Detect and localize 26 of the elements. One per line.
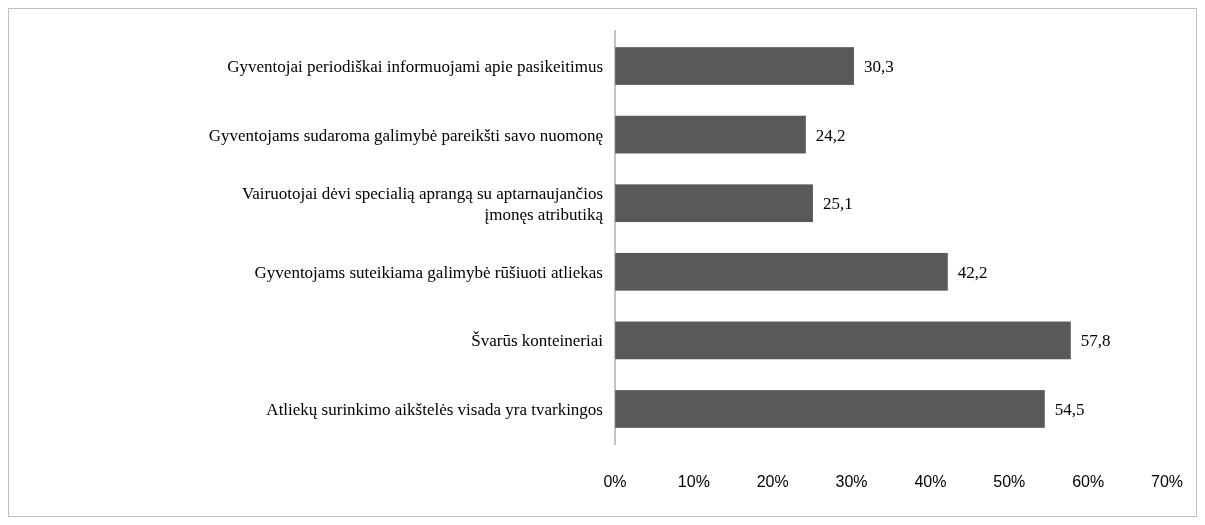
data-label: 42,2 bbox=[957, 262, 988, 282]
x-tick-label: 10% bbox=[677, 473, 710, 490]
y-tick-label: Gyventojams sudaroma galimybė pareikšti savo nuomonę bbox=[208, 125, 603, 145]
x-tick-label: 30% bbox=[835, 473, 868, 490]
x-tick-label: 60% bbox=[1072, 473, 1105, 490]
bar bbox=[615, 252, 948, 291]
bar bbox=[615, 321, 1071, 360]
x-tick-label: 40% bbox=[914, 473, 947, 490]
y-tick-label: Švarūs konteineriai bbox=[471, 331, 604, 351]
data-label: 30,3 bbox=[863, 56, 894, 76]
x-tick-label: 20% bbox=[756, 473, 789, 490]
y-tick-label: Gyventojams suteikiama galimybė rūšiuoti atliekas bbox=[254, 262, 603, 282]
bar bbox=[615, 47, 854, 85]
data-label: 24,2 bbox=[815, 125, 846, 145]
y-tick-label: Atliekų surinkimo aikštelės visada yra tvarkingos bbox=[266, 399, 603, 419]
data-label: 57,8 bbox=[1080, 331, 1111, 351]
y-tick-label: Gyventojai periodiškai informuojami apie pasikeitimus bbox=[227, 56, 603, 76]
data-label: 25,1 bbox=[822, 194, 853, 214]
data-label: 54,5 bbox=[1054, 399, 1085, 419]
y-tick-label: Vairuotojai dėvi specialią aprangą su aptarnaujančios įmonęs atributiką bbox=[241, 184, 604, 225]
bar bbox=[615, 390, 1045, 428]
x-tick-label: 0% bbox=[603, 473, 627, 490]
bar bbox=[615, 115, 806, 154]
x-tick-label: 50% bbox=[993, 473, 1026, 490]
x-tick-label: 70% bbox=[1150, 473, 1184, 490]
bar bbox=[615, 184, 813, 223]
